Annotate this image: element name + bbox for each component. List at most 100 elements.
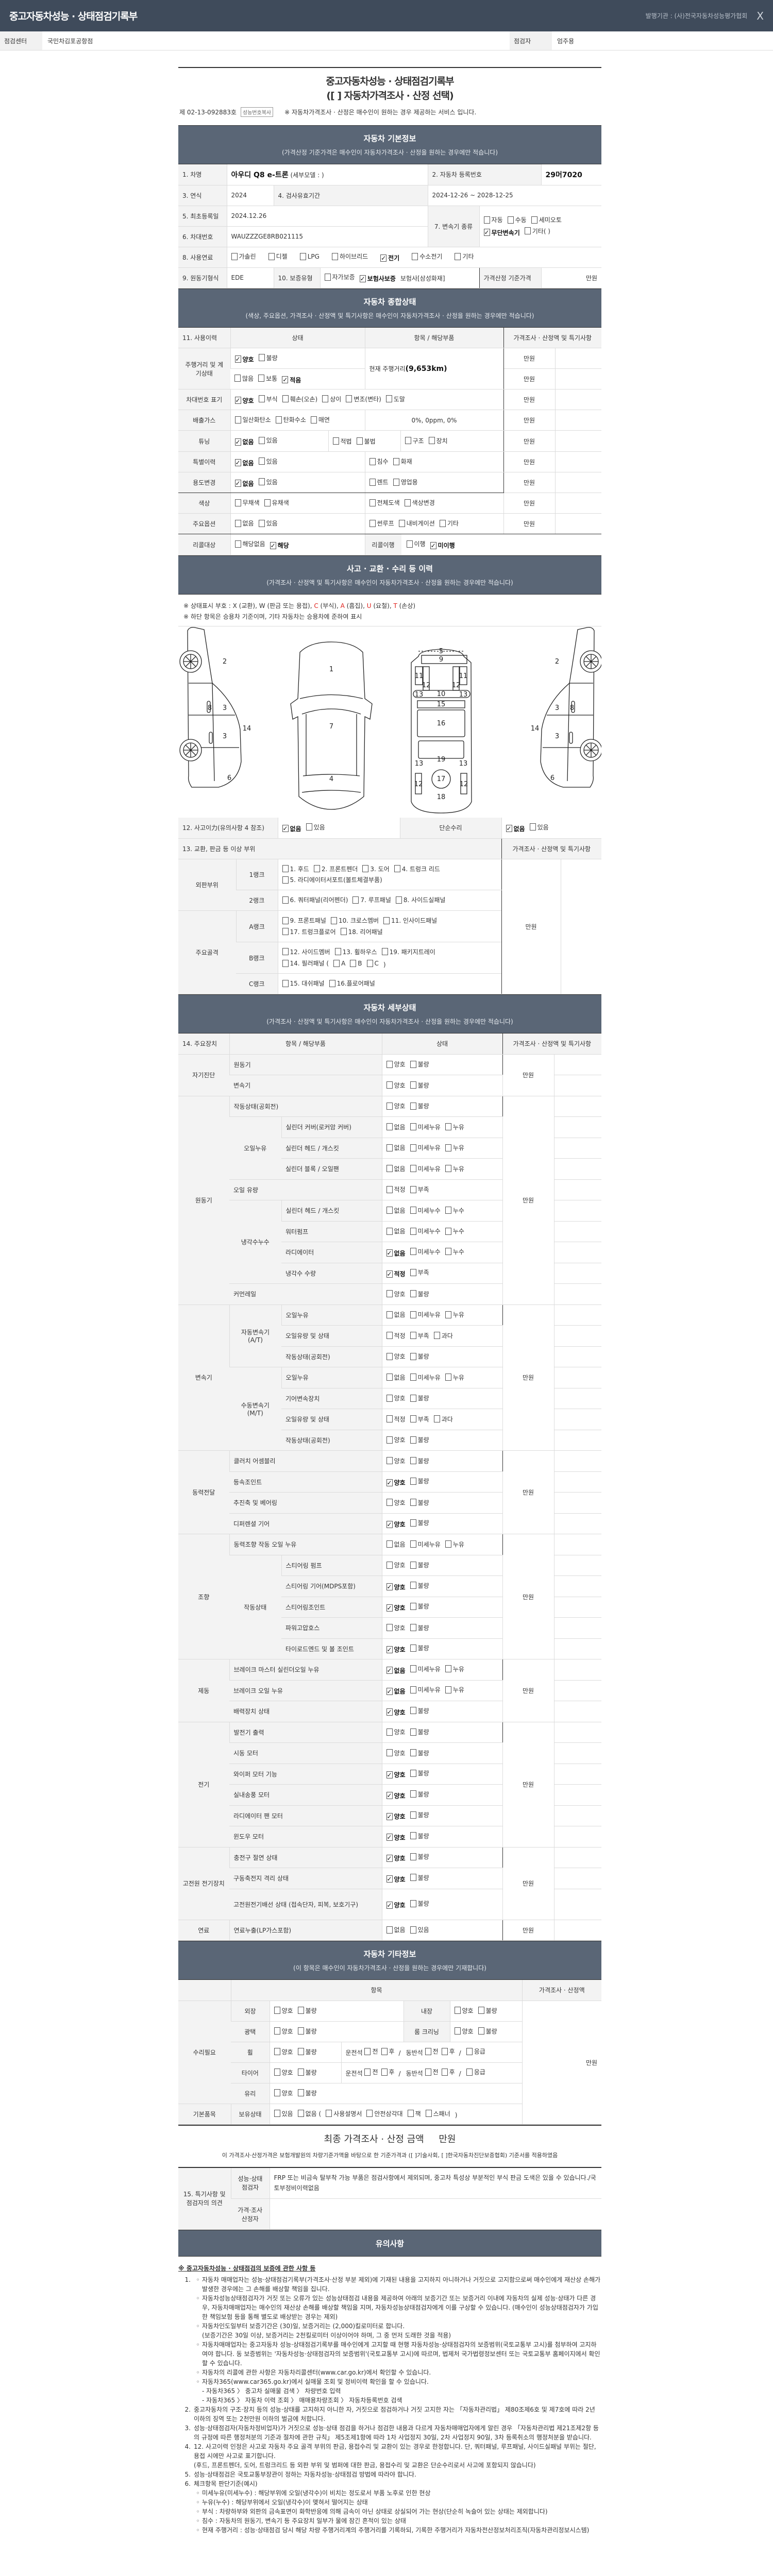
checkbox-option[interactable]: 불량 (410, 1561, 429, 1569)
close-icon[interactable]: X (757, 9, 764, 22)
checkbox-option[interactable]: 미세누유 (410, 1685, 441, 1694)
checkbox-option[interactable]: 양호 (274, 2006, 293, 2015)
price-unit[interactable]: 만원 (503, 513, 555, 534)
checkbox-option[interactable]: LPG (299, 252, 320, 260)
checkbox-option[interactable]: 이행 (406, 539, 426, 548)
checkbox-option[interactable]: 기타( ) (524, 227, 550, 235)
price-unit[interactable]: 만원 (503, 451, 555, 472)
checkbox-option[interactable]: 양호 (274, 2027, 293, 2036)
checkbox-option[interactable]: 누유 (445, 1310, 464, 1319)
note-cell[interactable] (554, 368, 601, 389)
checkbox-option[interactable]: ✓ 양호 (386, 1901, 406, 1909)
checkbox-option[interactable]: 세미오토 (531, 215, 562, 224)
checkbox-option[interactable]: 누수 (445, 1247, 464, 1256)
checkbox-option[interactable]: 5. 라디에이터서포트(볼트체결부품) (282, 875, 382, 884)
checkbox-option[interactable]: 불량 (410, 1873, 429, 1882)
note-cell[interactable] (553, 1513, 602, 1534)
checkbox-option[interactable]: 후 (381, 2047, 395, 2056)
note-cell[interactable] (553, 1597, 602, 1618)
checkbox-option[interactable]: ✓ 없음 (282, 824, 301, 833)
checkbox-option[interactable]: ✓ 없음 (234, 437, 254, 446)
checkbox-option[interactable]: 없음 (386, 1373, 406, 1382)
checkbox-option[interactable]: 불량 (410, 1749, 429, 1757)
base-price-unit[interactable]: 만원 (541, 267, 602, 289)
note-cell[interactable] (553, 1221, 602, 1242)
checkbox-option[interactable]: 누유 (445, 1143, 464, 1152)
checkbox-option[interactable]: 미세누유 (410, 1123, 441, 1131)
note-cell[interactable] (553, 1638, 602, 1659)
checkbox-option[interactable]: 양호 (386, 1435, 406, 1444)
note-cell[interactable] (553, 1263, 602, 1284)
checkbox-option[interactable]: 불량 (410, 1810, 429, 1819)
checkbox-option[interactable]: 7. 루프패널 (352, 895, 391, 904)
checkbox-option[interactable]: 3. 도어 (362, 865, 390, 873)
checkbox-option[interactable]: 전체도색 (369, 498, 400, 507)
checkbox-option[interactable]: ✓ 해당 (270, 541, 289, 550)
checkbox-option[interactable]: 19. 패키지트레이 (381, 947, 435, 956)
checkbox-option[interactable]: 양호 (386, 1623, 406, 1632)
price-unit[interactable]: 만원 (503, 389, 555, 410)
note-cell[interactable] (553, 1409, 602, 1430)
checkbox-option[interactable]: 응급 (466, 2047, 485, 2056)
note-cell[interactable] (553, 1659, 602, 1681)
checkbox-option[interactable]: 불량 (297, 2089, 317, 2097)
checkbox-option[interactable]: 매연 (310, 415, 330, 424)
checkbox-option[interactable]: 유채색 (264, 498, 289, 507)
checkbox-option[interactable]: ✓ 양호 (386, 1833, 406, 1842)
note-cell[interactable] (554, 348, 601, 369)
checkbox-option[interactable]: 양호 (386, 1394, 406, 1402)
copy-number-button[interactable]: 성능번호복사 (240, 107, 274, 117)
note-cell[interactable] (553, 1868, 602, 1889)
note-cell[interactable] (553, 1826, 602, 1848)
note-cell[interactable] (553, 1764, 602, 1785)
price-unit[interactable]: 만원 (503, 348, 555, 369)
checkbox-option[interactable]: 전 (364, 2047, 378, 2056)
note-cell[interactable] (553, 1889, 602, 1920)
note-cell[interactable] (553, 1367, 602, 1388)
checkbox-option[interactable]: 양호 (386, 1456, 406, 1465)
checkbox-option[interactable]: 4. 트렁크 리드 (394, 865, 440, 873)
checkbox-option[interactable]: 8. 사이드실패널 (395, 895, 445, 904)
price-unit[interactable]: 만원 (502, 1534, 554, 1659)
checkbox-option[interactable]: 일산화탄소 (234, 415, 271, 424)
checkbox-option[interactable]: 미세누수 (410, 1206, 441, 1215)
checkbox-option[interactable]: 양호 (386, 1498, 406, 1507)
checkbox-option[interactable]: 불량 (410, 1790, 429, 1799)
checkbox-option[interactable]: ✓ 양호 (386, 1603, 406, 1612)
checkbox-option[interactable]: 미세누유 (410, 1143, 441, 1152)
checkbox-option[interactable]: 6. 쿼터패널(리어펜더) (282, 895, 348, 904)
checkbox-option[interactable]: 디젤 (268, 252, 288, 261)
checkbox-option[interactable]: 스패너 (425, 2109, 450, 2118)
checkbox-option[interactable]: ✓ 양호 (386, 1875, 406, 1884)
checkbox-option[interactable]: 불량 (410, 1769, 429, 1777)
checkbox-option[interactable]: ✓ 없음 (506, 824, 525, 833)
note-cell[interactable] (554, 493, 601, 514)
checkbox-option[interactable]: 불량 (478, 2027, 497, 2036)
checkbox-option[interactable]: 훼손(오손) (282, 395, 317, 403)
checkbox-option[interactable]: 있음 (306, 823, 325, 832)
checkbox-option[interactable]: 양호 (274, 2047, 293, 2056)
price-unit[interactable]: 만원 (503, 410, 555, 431)
checkbox-option[interactable]: ✓ 양호 (386, 1520, 406, 1529)
checkbox-option[interactable]: 불량 (410, 1060, 429, 1069)
note-cell[interactable] (553, 1805, 602, 1826)
checkbox-option[interactable]: 잭 (407, 2109, 421, 2118)
checkbox-option[interactable]: ✓ 없음 (386, 1666, 406, 1675)
checkbox-option[interactable]: ✓ 없음 (234, 459, 254, 467)
checkbox-option[interactable]: ✓ 보험사보증 (359, 274, 396, 283)
note-cell[interactable] (553, 1075, 602, 1096)
checkbox-option[interactable]: 안전삼각대 (366, 2109, 403, 2118)
checkbox-option[interactable]: 없음 (386, 1540, 406, 1549)
price-unit[interactable]: 만원 (503, 472, 555, 493)
price-unit[interactable]: 만원 (502, 1920, 554, 1941)
note-cell[interactable] (553, 1200, 602, 1222)
checkbox-option[interactable]: 해당없음 (234, 539, 265, 548)
checkbox-option[interactable]: 있음 (410, 1925, 429, 1934)
price-unit[interactable]: 만원 (501, 859, 561, 994)
checkbox-option[interactable]: 자가보증 (324, 273, 355, 281)
checkbox-option[interactable]: 양호 (274, 2068, 293, 2077)
checkbox-option[interactable]: 있음 (529, 823, 549, 832)
checkbox-option[interactable]: 불량 (410, 1832, 429, 1840)
note-cell[interactable] (553, 1575, 602, 1597)
checkbox-option[interactable]: 불량 (297, 2047, 317, 2056)
